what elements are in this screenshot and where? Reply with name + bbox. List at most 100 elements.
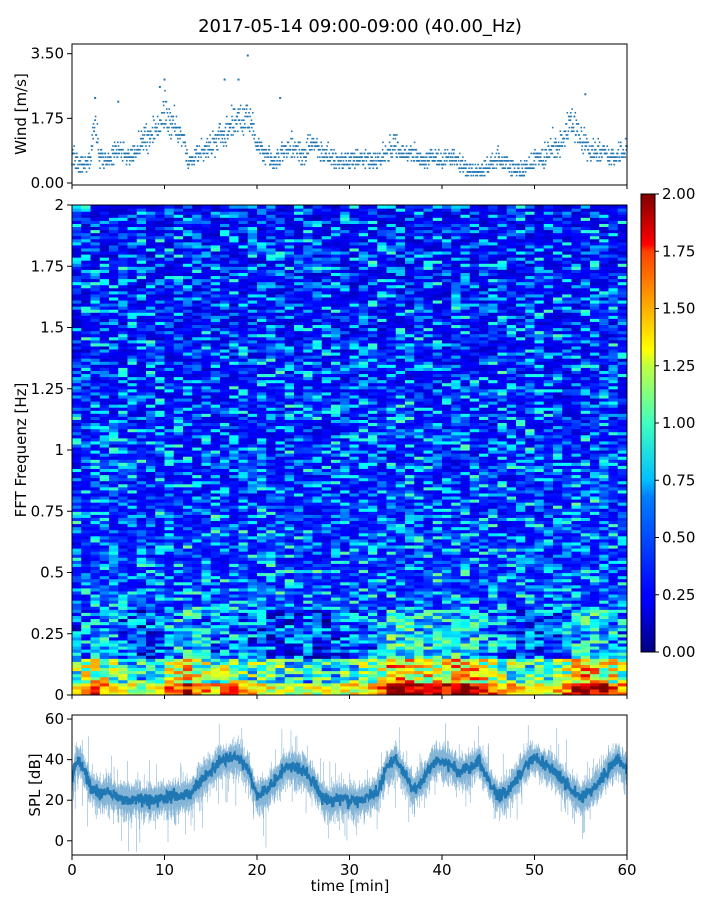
spectrogram-cell — [155, 431, 166, 436]
spectrogram-cell — [118, 615, 129, 620]
wind-point — [370, 163, 372, 166]
spectrogram-cell — [72, 541, 82, 546]
wind-point — [207, 141, 210, 144]
spectrogram-cell — [109, 459, 119, 463]
spectrogram-cell — [127, 275, 138, 280]
spectrogram-cell — [118, 670, 129, 675]
spectrogram-cell — [229, 428, 240, 433]
spectrogram-cell — [183, 336, 193, 341]
wind-point — [415, 156, 417, 158]
spectrogram-cell — [229, 232, 240, 237]
spectrogram-cell — [72, 520, 82, 525]
wind-point — [341, 156, 344, 158]
spectrogram-cell — [173, 254, 184, 258]
spectrogram-cell — [210, 575, 221, 580]
spectrogram-cell — [173, 419, 184, 424]
spectrogram-cell — [90, 600, 101, 604]
spectrogram-cell — [173, 220, 184, 224]
spectrogram-cell — [118, 471, 129, 476]
spectrogram-cell — [90, 241, 101, 246]
spectrogram-cell — [173, 266, 184, 270]
wind-point — [581, 148, 583, 151]
spectrogram-cell — [81, 587, 92, 592]
spectrogram-cell — [146, 600, 156, 604]
spectrogram-cell — [127, 211, 138, 215]
spectrogram-cell — [146, 330, 156, 335]
spectrogram-cell — [118, 630, 129, 635]
spectrogram-cell — [229, 688, 240, 693]
wind-point — [306, 137, 309, 140]
spectrogram-cell — [238, 352, 249, 356]
spectrogram-cell — [136, 413, 147, 417]
spectrogram-cell — [136, 685, 147, 690]
spectrogram-cell — [118, 208, 129, 212]
spectrogram-cell — [109, 606, 119, 610]
spectrogram-cell — [220, 581, 230, 586]
wind-point — [197, 156, 200, 158]
spectrogram-cell — [247, 541, 258, 546]
spectrogram-cell — [257, 633, 267, 638]
wind-point — [231, 126, 234, 129]
wind-point — [521, 171, 524, 173]
spectrogram-cell — [127, 462, 138, 466]
wind-point — [211, 152, 213, 155]
wind-point — [576, 130, 579, 133]
spectrogram-cell — [192, 226, 203, 231]
spectrogram-cell — [173, 205, 184, 209]
wind-point — [223, 78, 226, 81]
spectrogram-cell — [118, 569, 129, 574]
spectrogram-cell — [146, 652, 156, 656]
spectrogram-cell — [183, 309, 193, 313]
spectrogram-cell — [164, 499, 175, 503]
wind-point — [341, 163, 343, 166]
spectrogram-cell — [109, 440, 119, 445]
spectrogram-cell — [118, 269, 129, 273]
wind-point — [423, 160, 426, 162]
spectrogram-cell — [210, 373, 221, 378]
wind-point — [155, 130, 158, 133]
spectrogram-cell — [90, 419, 101, 424]
spectrogram-cell — [90, 333, 101, 338]
spectrogram-cell — [146, 691, 156, 695]
spectrogram-cell — [127, 609, 138, 613]
spectrogram-cell — [247, 523, 258, 528]
spectrogram-cell — [146, 312, 156, 316]
spectrogram-cell — [81, 339, 92, 344]
spectrogram-cell — [229, 404, 240, 408]
spectrogram-cell — [109, 376, 119, 381]
spectrogram-cell — [173, 541, 184, 546]
wind-point — [372, 163, 374, 166]
spectrogram-cell — [238, 385, 249, 390]
spectrogram-cell — [229, 235, 240, 240]
spectrogram-cell — [109, 535, 119, 540]
spectrogram-cell — [210, 590, 221, 595]
wind-ytick-label: 3.50 — [31, 45, 64, 63]
spectrogram-cell — [109, 318, 119, 322]
spectrogram-cell — [155, 600, 166, 604]
spectrogram-cell — [220, 590, 230, 595]
spectrogram-cell — [201, 627, 212, 632]
wind-point — [179, 126, 182, 129]
spectrogram-cell — [220, 208, 230, 212]
spectrogram-cell — [164, 266, 175, 270]
spectrogram-cell — [81, 235, 92, 240]
spectrogram-cell — [173, 327, 184, 332]
wind-point — [286, 156, 288, 158]
spectrogram-cell — [201, 428, 212, 433]
wind-point — [606, 152, 608, 155]
wind-point — [250, 126, 253, 129]
wind-point — [183, 134, 186, 136]
wind-point — [502, 163, 504, 166]
spectrogram-cell — [192, 529, 203, 534]
spectrogram-cell — [99, 636, 110, 641]
spectrogram-cell — [210, 471, 221, 476]
spectrogram-cell — [118, 566, 129, 571]
spectrogram-cell — [109, 425, 119, 430]
spectrogram-cell — [99, 431, 110, 436]
spectrogram-cell — [99, 223, 110, 228]
spectrogram-cell — [81, 407, 92, 411]
spectrogram-cell — [90, 364, 101, 368]
spectrogram-cell — [81, 691, 92, 695]
spectrogram-cell — [127, 370, 138, 375]
spectrogram-cell — [220, 486, 230, 491]
